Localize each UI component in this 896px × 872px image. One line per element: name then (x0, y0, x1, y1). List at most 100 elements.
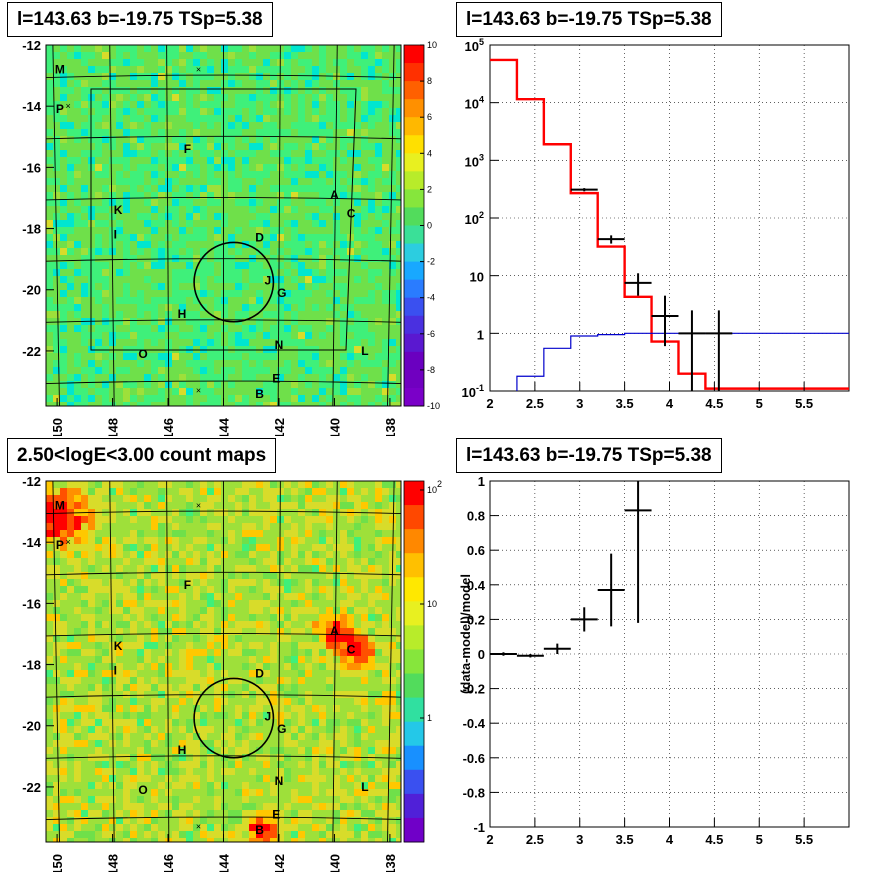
map-pixel (375, 59, 382, 66)
map-pixel (368, 502, 375, 509)
map-pixel (67, 360, 74, 367)
map-pixel (67, 94, 74, 101)
map-pixel (95, 395, 102, 402)
map-pixel (263, 502, 270, 509)
map-pixel (186, 87, 193, 94)
map-pixel (46, 178, 53, 185)
map-pixel (354, 607, 361, 614)
map-pixel (340, 122, 347, 129)
map-pixel (144, 206, 151, 213)
map-pixel (193, 670, 200, 677)
map-pixel (249, 726, 256, 733)
map-pixel (172, 157, 179, 164)
map-pixel (158, 607, 165, 614)
map-pixel (186, 283, 193, 290)
map-pixel (249, 544, 256, 551)
map-pixel (123, 269, 130, 276)
map-pixel (95, 621, 102, 628)
map-pixel (67, 705, 74, 712)
map-pixel (354, 255, 361, 262)
map-pixel (326, 621, 333, 628)
map-pixel (270, 185, 277, 192)
map-pixel (123, 481, 130, 488)
map-pixel (361, 129, 368, 136)
map-pixel (165, 663, 172, 670)
map-pixel (165, 586, 172, 593)
map-pixel (284, 192, 291, 199)
map-pixel (60, 59, 67, 66)
map-pixel (186, 733, 193, 740)
map-pixel (298, 248, 305, 255)
map-pixel (109, 52, 116, 59)
map-pixel (207, 185, 214, 192)
map-pixel (200, 614, 207, 621)
map-pixel (130, 199, 137, 206)
map-pixel (284, 754, 291, 761)
map-pixel (60, 621, 67, 628)
map-pixel (263, 495, 270, 502)
map-pixel (312, 290, 319, 297)
map-pixel (116, 388, 123, 395)
map-pixel (95, 726, 102, 733)
map-pixel (116, 353, 123, 360)
map-pixel (67, 234, 74, 241)
map-pixel (333, 635, 340, 642)
map-pixel (158, 157, 165, 164)
map-pixel (158, 726, 165, 733)
map-pixel (130, 677, 137, 684)
map-pixel (361, 502, 368, 509)
map-pixel (361, 586, 368, 593)
map-pixel (319, 339, 326, 346)
map-pixel (284, 206, 291, 213)
map-pixel (270, 171, 277, 178)
map-pixel (242, 45, 249, 52)
map-pixel (396, 761, 401, 768)
map-pixel (130, 635, 137, 642)
map-pixel (256, 635, 263, 642)
map-pixel (305, 325, 312, 332)
map-pixel (270, 157, 277, 164)
map-pixel (270, 586, 277, 593)
map-pixel (263, 698, 270, 705)
map-pixel (151, 199, 158, 206)
map-pixel (74, 663, 81, 670)
map-pixel (151, 523, 158, 530)
map-pixel (312, 164, 319, 171)
map-pixel (284, 642, 291, 649)
map-pixel (151, 59, 158, 66)
map-pixel (382, 157, 389, 164)
map-pixel (249, 129, 256, 136)
map-pixel (95, 290, 102, 297)
map-pixel (95, 367, 102, 374)
map-pixel (74, 712, 81, 719)
map-pixel (46, 691, 53, 698)
map-pixel (249, 311, 256, 318)
map-pixel (326, 45, 333, 52)
map-pixel (74, 565, 81, 572)
map-pixel (326, 311, 333, 318)
map-pixel (158, 248, 165, 255)
map-pixel (270, 740, 277, 747)
map-pixel (53, 353, 60, 360)
map-pixel (249, 402, 256, 406)
map-pixel (347, 262, 354, 269)
map-pixel (235, 311, 242, 318)
map-pixel (361, 635, 368, 642)
map-pixel (123, 283, 130, 290)
map-pixel (270, 178, 277, 185)
map-pixel (256, 579, 263, 586)
map-pixel (249, 537, 256, 544)
map-pixel (95, 136, 102, 143)
map-pixel (46, 248, 53, 255)
map-pixel (382, 164, 389, 171)
map-pixel (312, 283, 319, 290)
map-pixel (368, 234, 375, 241)
map-pixel (291, 241, 298, 248)
map-pixel (340, 579, 347, 586)
map-pixel (130, 726, 137, 733)
map-pixel (361, 353, 368, 360)
map-pixel (396, 537, 401, 544)
map-pixel (207, 143, 214, 150)
map-pixel (326, 234, 333, 241)
colorbar-segment (404, 99, 424, 118)
